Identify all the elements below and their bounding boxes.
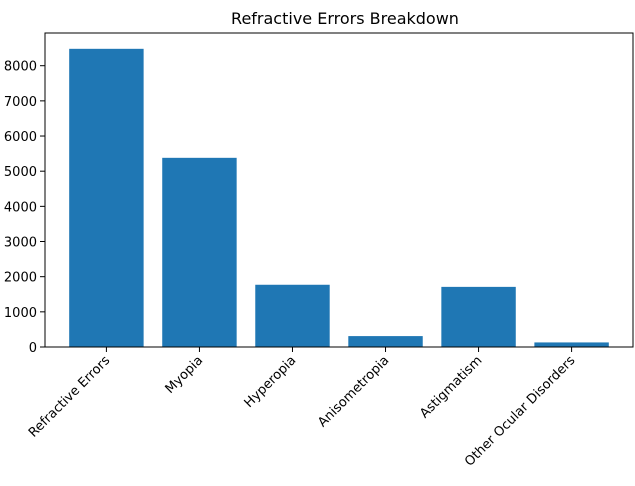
y-tick-label: 5000 (4, 165, 37, 180)
bar-hyperopia (255, 284, 330, 347)
bar-other-ocular-disorders (534, 342, 609, 347)
bar-astigmatism (441, 286, 516, 347)
bars-group (69, 48, 609, 348)
bar-anisometropia (348, 336, 423, 347)
bar-refractive-errors (69, 48, 144, 348)
x-tick-label: Other Ocular Disorders (462, 353, 579, 470)
chart-title: Refractive Errors Breakdown (231, 9, 459, 28)
y-tick-label: 1000 (4, 306, 37, 321)
x-tick-label: Hyperopia (242, 353, 300, 411)
plot-frame (44, 32, 634, 348)
x-tick-label: Anisometropia (315, 353, 392, 430)
y-tick-label: 4000 (4, 200, 37, 215)
y-tick-label: 8000 (4, 60, 37, 75)
y-tick-label: 2000 (4, 271, 37, 286)
y-tick-label: 0 (29, 341, 37, 356)
x-tick-label: Refractive Errors (26, 353, 113, 440)
y-tick-label: 7000 (4, 95, 37, 110)
y-tick-label: 6000 (4, 130, 37, 145)
x-tick-label: Myopia (163, 353, 207, 397)
y-axis: 0 1000 2000 3000 4000 5000 6000 7000 8000 (4, 60, 45, 356)
y-tick-label: 3000 (4, 236, 37, 251)
x-axis: Refractive Errors Myopia Hyperopia Anisomet… (26, 347, 579, 470)
x-tick-label: Astigmatism (417, 353, 485, 421)
bar-myopia (162, 157, 237, 347)
